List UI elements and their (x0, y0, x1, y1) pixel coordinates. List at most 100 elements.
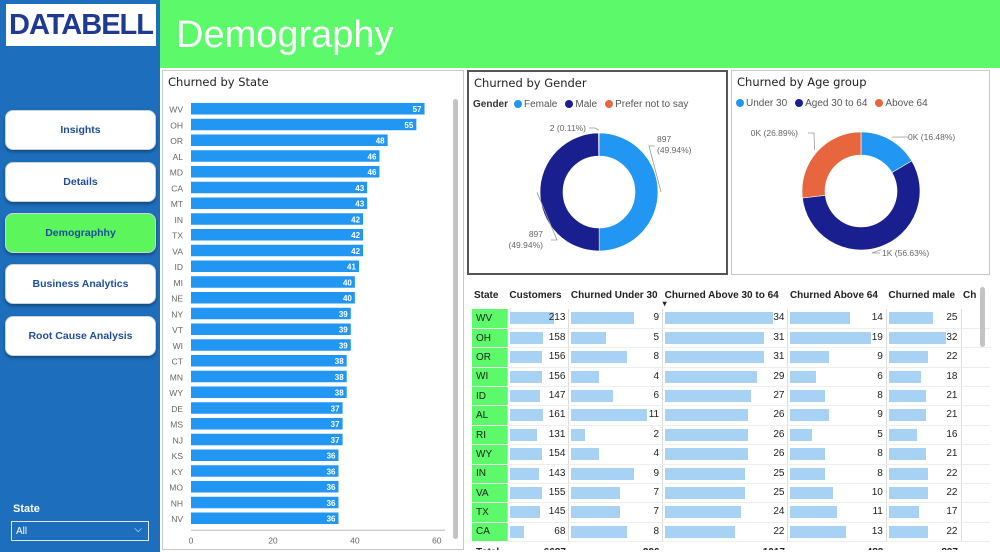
table-row[interactable]: WV 213 9 34 14 25 (472, 309, 990, 329)
state-data-label: 38 (335, 373, 344, 382)
value-cell: 131 (506, 425, 569, 446)
column-header[interactable]: Churned Above 30 to 64 ▾ (662, 290, 779, 308)
column-header[interactable]: Churned Under 30 (570, 290, 658, 301)
cell-data-bar (665, 351, 764, 364)
nav-details-button[interactable]: Details (5, 162, 156, 202)
state-tick-label: NJ (173, 435, 183, 445)
state-bar (191, 260, 359, 272)
legend-under-30[interactable]: Under 30 (736, 98, 787, 109)
table-row[interactable]: VA 155 7 25 10 22 (472, 483, 990, 504)
value-cell-truncated (960, 425, 990, 446)
cell-data-bar (888, 487, 929, 500)
table-row[interactable]: ID 147 6 27 8 21 (472, 386, 990, 407)
table-row[interactable]: WI 156 4 29 6 18 (472, 367, 990, 388)
nav-insights-button[interactable]: Insights (5, 110, 156, 150)
cell-value: 21 (946, 390, 958, 402)
cell-value: 8 (653, 525, 660, 537)
cell-value: 31 (773, 351, 785, 363)
table-row[interactable]: OH 158 5 31 19 32 (472, 328, 990, 349)
cell-data-bar (509, 409, 544, 422)
state-bar (191, 496, 339, 509)
state-filter-value: All (16, 526, 28, 537)
value-cell: 68 (506, 522, 569, 543)
cell-value: 2 (653, 428, 660, 440)
state-chart-scrollbar[interactable] (453, 99, 458, 539)
gender-chart-title: Churned by Gender (474, 76, 587, 90)
gender-donut-chart: 897(49.94%)897(49.94%)2 (0.11%) (509, 123, 692, 252)
value-cell: 17 (885, 502, 961, 523)
column-header[interactable]: Ch (963, 290, 977, 301)
legend-female[interactable]: Female (514, 99, 557, 110)
table-row[interactable]: TX 145 7 24 11 17 (472, 502, 990, 523)
state-data-label: 40 (343, 278, 352, 287)
state-bar (191, 103, 425, 115)
cell-data-bar (509, 487, 542, 500)
table-row[interactable]: OR 156 8 31 9 22 (472, 347, 990, 368)
legend-above-64[interactable]: Above 64 (875, 98, 928, 109)
state-x-tick: 40 (350, 535, 360, 545)
value-cell: 29 (662, 367, 788, 388)
state-data-label: 37 (331, 404, 340, 413)
column-header[interactable]: Churned male (888, 290, 956, 301)
state-tick-label: CA (171, 183, 183, 193)
cell-data-bar (571, 409, 648, 422)
state-tick-label: MO (169, 483, 183, 493)
legend-aged-30-to-64[interactable]: Aged 30 to 64 (795, 98, 867, 109)
total-truncated (961, 541, 990, 550)
table-row[interactable]: CA 68 8 22 13 22 (472, 522, 990, 543)
nav-business-analytics-button[interactable]: Business Analytics (5, 264, 156, 304)
cell-data-bar (571, 448, 600, 461)
total-value-text: 1017 (763, 547, 785, 550)
total-value: 6687 (507, 541, 569, 550)
cell-data-bar (665, 487, 745, 500)
state-data-label: 39 (339, 326, 348, 335)
table-scrollbar[interactable] (980, 287, 985, 347)
state-x-tick: 60 (432, 535, 442, 545)
value-cell-truncated (960, 347, 990, 368)
value-cell: 22 (885, 347, 961, 368)
legend-male[interactable]: Male (565, 99, 597, 110)
state-filter-dropdown[interactable]: All ⌵ (11, 521, 149, 541)
total-value-text: 6687 (544, 547, 566, 550)
logo: DATABELL (6, 4, 156, 46)
cell-data-bar (571, 506, 620, 519)
value-cell-truncated (960, 464, 990, 485)
total-label: Total (472, 541, 508, 550)
value-cell: 155 (506, 483, 569, 504)
table-row[interactable]: RI 131 2 26 5 16 (472, 425, 990, 446)
column-header[interactable]: Churned Above 64 (789, 290, 878, 301)
value-cell: 32 (885, 328, 961, 349)
value-cell: 6 (568, 386, 663, 407)
gender-data-pct: (49.94%) (509, 240, 544, 250)
table-row[interactable]: AL 161 11 26 9 21 (472, 405, 990, 426)
cell-data-bar (509, 467, 540, 480)
value-cell: 16 (885, 425, 961, 446)
value-cell: 2 (568, 425, 663, 446)
legend-prefer-not-to-say[interactable]: Prefer not to say (605, 99, 688, 110)
table-row[interactable]: IN 143 9 25 8 22 (472, 464, 990, 485)
cell-value: 25 (773, 467, 785, 479)
nav-demography-button[interactable]: Demographhy (5, 213, 156, 253)
state-tick-label: VA (172, 246, 183, 256)
cell-value: 9 (653, 312, 660, 323)
total-value-text: 483 (867, 547, 884, 550)
cell-data-bar (790, 331, 872, 344)
column-header[interactable]: Customers (509, 290, 562, 301)
cell-data-bar (509, 525, 524, 538)
value-cell: 26 (662, 444, 788, 465)
state-cell: ID (472, 386, 508, 407)
cell-data-bar (790, 370, 817, 383)
cell-value: 11 (648, 409, 660, 421)
state-bar (191, 292, 355, 304)
total-value: 1017 (662, 541, 788, 550)
value-cell-truncated (960, 405, 990, 426)
value-cell: 9 (568, 309, 663, 329)
nav-root-cause-analysis-button[interactable]: Root Cause Analysis (5, 316, 156, 356)
state-bar (191, 481, 339, 493)
column-header[interactable]: State (474, 290, 499, 301)
churn-grid: State Customers Churned Under 30 Churned Ab… (472, 283, 990, 550)
state-bar (191, 465, 339, 477)
state-tick-label: KS (172, 451, 184, 461)
table-row[interactable]: WY 154 4 26 8 21 (472, 444, 990, 465)
state-cell: RI (472, 425, 508, 446)
